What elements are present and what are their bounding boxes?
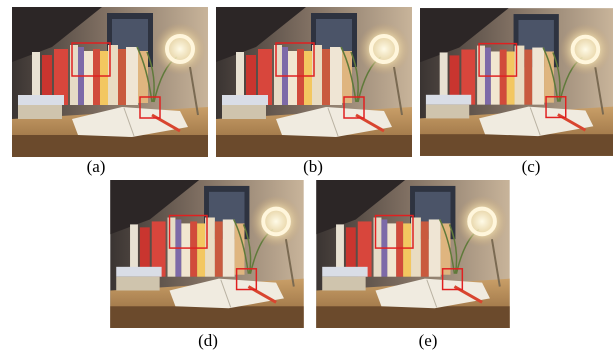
panel-label: (c) — [522, 157, 541, 176]
figure: (a) (b) (c) (d) (e) — [0, 0, 613, 354]
panel-label: (e) — [419, 331, 438, 350]
photo — [420, 8, 613, 156]
photo — [12, 7, 208, 157]
photo — [316, 180, 509, 328]
panel-label: (a) — [87, 157, 106, 176]
panel-label: (d) — [198, 331, 218, 350]
panel-label: (b) — [303, 157, 323, 176]
photo — [110, 180, 303, 328]
photo — [216, 7, 412, 157]
